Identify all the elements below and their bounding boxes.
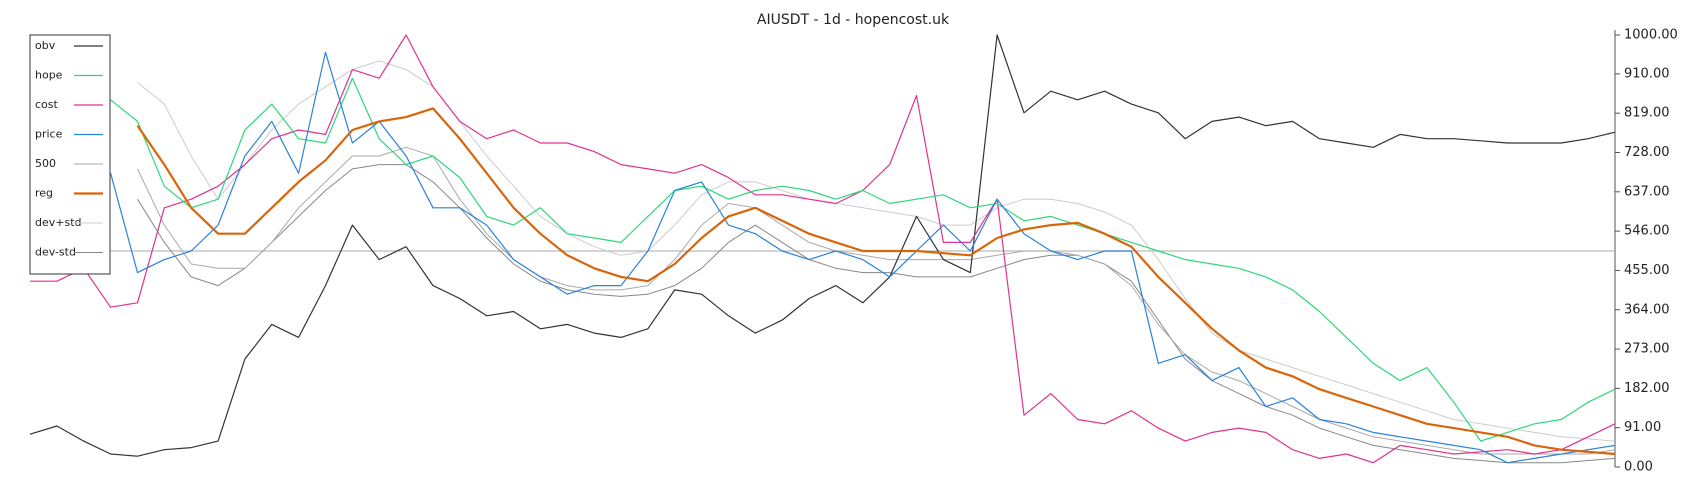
- legend-label: obv: [35, 39, 56, 52]
- y-tick-label: 182.00: [1624, 381, 1670, 396]
- series-line: [137, 146, 1616, 455]
- y-tick-label: 273.00: [1624, 342, 1670, 357]
- legend-box: [29, 34, 111, 275]
- legend-label: reg: [35, 187, 53, 200]
- y-tick-label: 728.00: [1624, 145, 1670, 160]
- y-tick-label: 637.00: [1624, 184, 1670, 199]
- y-tick-label: 455.00: [1624, 263, 1670, 278]
- legend-label: dev+std: [35, 216, 82, 229]
- legend: obv hope cost price 500 reg dev+std dev-std: [29, 34, 111, 275]
- series-line: [137, 60, 1616, 442]
- series-line: [136, 107, 1616, 456]
- y-tick-label: 910.00: [1624, 66, 1670, 81]
- y-tick-label: 0.00: [1624, 460, 1653, 475]
- chart-title: AIUSDT - 1d - hopencost.uk: [757, 12, 950, 28]
- legend-label: price: [35, 128, 63, 141]
- legend-label: hope: [35, 69, 63, 82]
- legend-label: cost: [35, 98, 59, 111]
- y-tick-label: 1000.00: [1624, 28, 1678, 43]
- series-line: [137, 164, 1616, 464]
- y-tick-label: 91.00: [1624, 420, 1661, 435]
- series-line: [110, 51, 1616, 464]
- legend-label: 500: [35, 157, 56, 170]
- series-line: [30, 34, 1616, 464]
- y-tick-label: 546.00: [1624, 224, 1670, 239]
- series-line: [29, 34, 1616, 457]
- y-tick-label: 819.00: [1624, 106, 1670, 121]
- legend-label: dev-std: [35, 246, 76, 259]
- series-line: [110, 77, 1616, 442]
- y-tick-label: 364.00: [1624, 302, 1670, 317]
